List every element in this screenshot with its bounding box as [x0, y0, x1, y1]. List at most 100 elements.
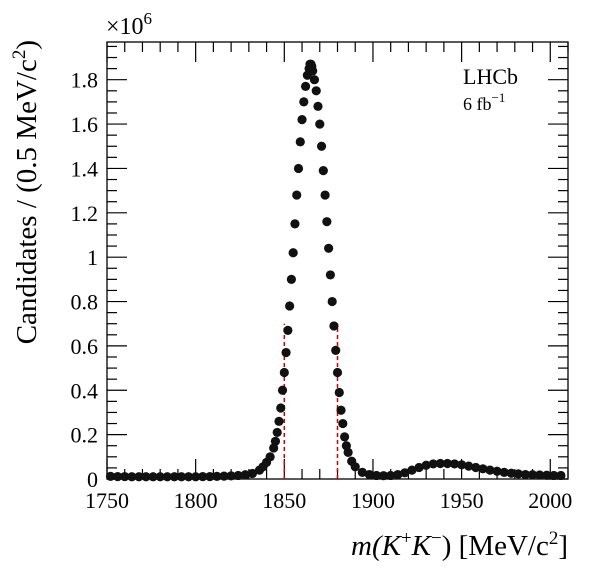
data-point: [485, 465, 495, 475]
data-point: [277, 385, 288, 395]
data-point: [520, 469, 531, 480]
signal-window: [283, 323, 339, 479]
x-tick-label: 1750: [85, 488, 129, 513]
data-point: [226, 471, 236, 481]
data-point: [141, 472, 151, 482]
data-point: [371, 470, 382, 481]
data-point: [414, 462, 424, 473]
data-point: [343, 447, 353, 457]
data-point: [276, 403, 286, 413]
data-point: [324, 243, 334, 253]
data-point: [309, 75, 320, 85]
data-point: [148, 472, 158, 482]
data-point: [506, 468, 516, 478]
y-tick-label: 0.8: [71, 290, 99, 315]
data-point: [513, 469, 523, 479]
data-point: [308, 66, 318, 76]
data-point: [281, 347, 291, 358]
y-tick-label: 0.6: [71, 334, 99, 359]
y-axis-title: Candidates / (0.5 MeV/c2): [9, 40, 43, 344]
data-point: [329, 321, 339, 331]
axis-ticks: [106, 42, 569, 480]
data-point: [338, 418, 348, 429]
data-point: [292, 190, 302, 200]
data-point: [542, 470, 552, 480]
data-point: [442, 458, 453, 469]
data-point: [315, 119, 325, 129]
data-point: [295, 137, 305, 147]
data-points: [105, 59, 566, 482]
data-point: [527, 470, 538, 480]
data-point: [334, 387, 344, 398]
y-multiplier: ×106: [106, 9, 152, 40]
data-point: [127, 472, 137, 482]
data-point: [134, 472, 144, 482]
data-point: [191, 472, 201, 482]
data-point: [198, 471, 208, 482]
experiment-label: LHCb: [463, 64, 518, 89]
data-point: [320, 190, 330, 200]
data-point: [492, 466, 502, 476]
data-point: [300, 81, 311, 91]
luminosity-label: 6 fb−1: [463, 90, 505, 114]
y-tick-label: 0: [87, 467, 98, 492]
data-point: [357, 467, 367, 477]
data-point: [379, 471, 389, 481]
data-point: [457, 460, 467, 470]
data-point: [176, 472, 187, 482]
data-point: [283, 325, 293, 335]
data-point: [219, 471, 229, 481]
data-point: [421, 460, 431, 470]
data-point: [286, 274, 296, 284]
data-point: [311, 86, 321, 96]
data-point: [313, 101, 323, 111]
x-axis-title: m(K+K−) [MeV/c2]: [351, 528, 568, 562]
y-tick-label: 0.2: [71, 423, 99, 448]
data-point: [464, 461, 474, 471]
y-tick-label: 1.6: [71, 112, 99, 137]
data-point: [327, 296, 337, 307]
y-tick-label: 1.4: [71, 156, 99, 181]
data-point: [478, 464, 488, 474]
x-tick-label: 2000: [528, 488, 572, 513]
data-point: [535, 470, 545, 480]
data-point: [331, 345, 341, 355]
data-point: [322, 217, 332, 227]
data-point: [272, 427, 282, 438]
data-point: [205, 471, 215, 482]
data-point: [265, 452, 275, 462]
data-point: [318, 166, 328, 176]
data-point: [336, 405, 346, 415]
data-point: [270, 436, 281, 446]
data-point: [233, 470, 243, 481]
x-tick-label: 1900: [351, 488, 395, 513]
data-point: [407, 465, 417, 475]
data-point: [290, 219, 300, 229]
data-point: [285, 301, 295, 311]
data-point: [155, 472, 165, 482]
data-point: [279, 367, 289, 378]
data-point: [393, 469, 403, 480]
data-point: [449, 459, 460, 469]
x-tick-label: 1850: [262, 488, 306, 513]
data-point: [428, 459, 438, 469]
y-tick-label: 1: [87, 245, 98, 270]
data-point: [400, 468, 410, 478]
data-point: [364, 469, 375, 480]
data-point: [240, 470, 250, 480]
x-tick-label: 1950: [440, 488, 484, 513]
data-point: [274, 416, 284, 426]
data-point: [247, 468, 257, 479]
data-point: [162, 472, 172, 482]
y-tick-label: 1.2: [71, 201, 99, 226]
data-point: [169, 472, 179, 482]
data-point: [325, 270, 336, 280]
data-point: [105, 471, 116, 481]
data-point: [339, 432, 350, 442]
data-point: [288, 248, 298, 258]
data-point: [350, 462, 360, 472]
data-point: [556, 470, 566, 481]
y-tick-label: 1.8: [71, 68, 99, 93]
data-point: [120, 471, 130, 482]
